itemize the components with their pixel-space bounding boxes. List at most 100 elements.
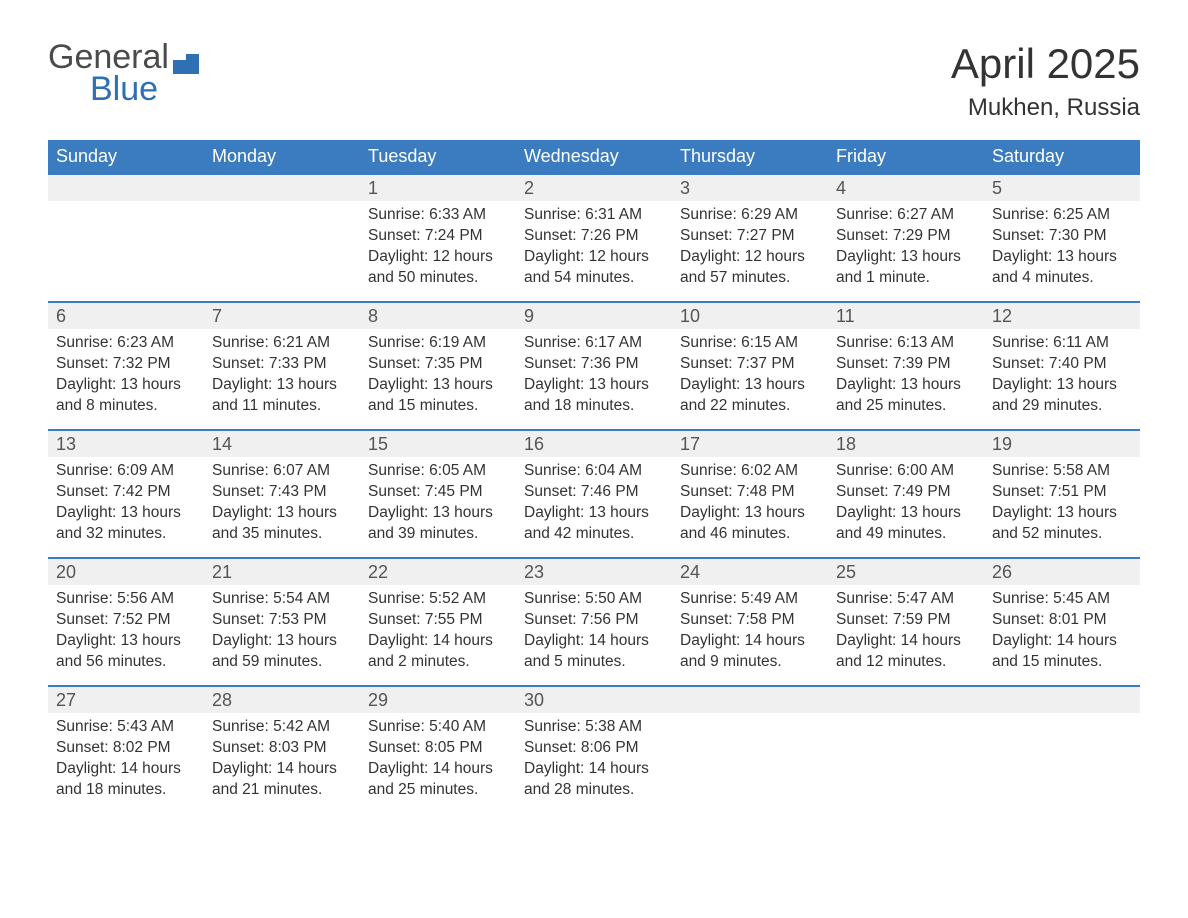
daylight-text: Daylight: 13 hours and 56 minutes. [56,631,196,673]
calendar-cell: 4Sunrise: 6:27 AMSunset: 7:29 PMDaylight… [828,174,984,302]
daylight-text: Daylight: 12 hours and 57 minutes. [680,247,820,289]
daylight-text: Daylight: 13 hours and 59 minutes. [212,631,352,673]
sunset-text: Sunset: 8:02 PM [56,738,196,759]
sunrise-text: Sunrise: 5:38 AM [524,717,664,738]
sunrise-text: Sunrise: 5:49 AM [680,589,820,610]
day-details: Sunrise: 6:17 AMSunset: 7:36 PMDaylight:… [516,329,672,425]
day-number: 4 [828,175,984,201]
day-details: Sunrise: 6:15 AMSunset: 7:37 PMDaylight:… [672,329,828,425]
day-details: Sunrise: 5:43 AMSunset: 8:02 PMDaylight:… [48,713,204,809]
sunset-text: Sunset: 7:53 PM [212,610,352,631]
sunrise-text: Sunrise: 6:33 AM [368,205,508,226]
calendar-cell: 8Sunrise: 6:19 AMSunset: 7:35 PMDaylight… [360,302,516,430]
sunrise-text: Sunrise: 6:23 AM [56,333,196,354]
calendar-cell: 26Sunrise: 5:45 AMSunset: 8:01 PMDayligh… [984,558,1140,686]
page-subtitle: Mukhen, Russia [951,94,1140,122]
day-details: Sunrise: 5:58 AMSunset: 7:51 PMDaylight:… [984,457,1140,553]
daylight-text: Daylight: 14 hours and 25 minutes. [368,759,508,801]
day-number: 12 [984,303,1140,329]
day-number: 24 [672,559,828,585]
day-number: 1 [360,175,516,201]
daylight-text: Daylight: 13 hours and 18 minutes. [524,375,664,417]
day-details: Sunrise: 5:52 AMSunset: 7:55 PMDaylight:… [360,585,516,681]
calendar-week-row: 13Sunrise: 6:09 AMSunset: 7:42 PMDayligh… [48,430,1140,558]
day-details: Sunrise: 5:45 AMSunset: 8:01 PMDaylight:… [984,585,1140,681]
day-details: Sunrise: 5:50 AMSunset: 7:56 PMDaylight:… [516,585,672,681]
sunrise-text: Sunrise: 5:58 AM [992,461,1132,482]
day-details: Sunrise: 6:23 AMSunset: 7:32 PMDaylight:… [48,329,204,425]
page-header: General Blue April 2025 Mukhen, Russia [48,40,1140,122]
day-details: Sunrise: 5:54 AMSunset: 7:53 PMDaylight:… [204,585,360,681]
daylight-text: Daylight: 14 hours and 21 minutes. [212,759,352,801]
weekday-header: Sunday [48,140,204,174]
calendar-cell: 9Sunrise: 6:17 AMSunset: 7:36 PMDaylight… [516,302,672,430]
day-number: 18 [828,431,984,457]
day-details: Sunrise: 5:56 AMSunset: 7:52 PMDaylight:… [48,585,204,681]
sunrise-text: Sunrise: 6:07 AM [212,461,352,482]
day-details: Sunrise: 6:29 AMSunset: 7:27 PMDaylight:… [672,201,828,297]
day-number: 6 [48,303,204,329]
sunset-text: Sunset: 7:46 PM [524,482,664,503]
day-number: 8 [360,303,516,329]
sunrise-text: Sunrise: 6:09 AM [56,461,196,482]
day-number: 3 [672,175,828,201]
sunset-text: Sunset: 7:33 PM [212,354,352,375]
page-title: April 2025 [951,40,1140,88]
weekday-header: Saturday [984,140,1140,174]
day-number: 29 [360,687,516,713]
daylight-text: Daylight: 14 hours and 28 minutes. [524,759,664,801]
calendar-cell: 5Sunrise: 6:25 AMSunset: 7:30 PMDaylight… [984,174,1140,302]
weekday-header: Monday [204,140,360,174]
sunrise-text: Sunrise: 6:11 AM [992,333,1132,354]
day-details: Sunrise: 6:11 AMSunset: 7:40 PMDaylight:… [984,329,1140,425]
sunset-text: Sunset: 7:27 PM [680,226,820,247]
day-number [204,175,360,201]
day-number: 11 [828,303,984,329]
calendar-cell: 20Sunrise: 5:56 AMSunset: 7:52 PMDayligh… [48,558,204,686]
daylight-text: Daylight: 13 hours and 49 minutes. [836,503,976,545]
day-number: 2 [516,175,672,201]
daylight-text: Daylight: 13 hours and 8 minutes. [56,375,196,417]
sunrise-text: Sunrise: 6:15 AM [680,333,820,354]
daylight-text: Daylight: 13 hours and 11 minutes. [212,375,352,417]
day-number: 25 [828,559,984,585]
daylight-text: Daylight: 14 hours and 9 minutes. [680,631,820,673]
day-details: Sunrise: 5:47 AMSunset: 7:59 PMDaylight:… [828,585,984,681]
calendar-cell: 27Sunrise: 5:43 AMSunset: 8:02 PMDayligh… [48,686,204,814]
calendar-cell: 3Sunrise: 6:29 AMSunset: 7:27 PMDaylight… [672,174,828,302]
calendar-cell: 23Sunrise: 5:50 AMSunset: 7:56 PMDayligh… [516,558,672,686]
daylight-text: Daylight: 13 hours and 39 minutes. [368,503,508,545]
sunset-text: Sunset: 7:39 PM [836,354,976,375]
daylight-text: Daylight: 13 hours and 1 minute. [836,247,976,289]
sunset-text: Sunset: 7:59 PM [836,610,976,631]
sunset-text: Sunset: 8:01 PM [992,610,1132,631]
sunset-text: Sunset: 7:29 PM [836,226,976,247]
calendar-week-row: 20Sunrise: 5:56 AMSunset: 7:52 PMDayligh… [48,558,1140,686]
daylight-text: Daylight: 13 hours and 52 minutes. [992,503,1132,545]
day-details: Sunrise: 6:25 AMSunset: 7:30 PMDaylight:… [984,201,1140,297]
day-number: 5 [984,175,1140,201]
sunset-text: Sunset: 7:36 PM [524,354,664,375]
day-number: 27 [48,687,204,713]
day-number: 10 [672,303,828,329]
weekday-header: Thursday [672,140,828,174]
calendar-cell: 10Sunrise: 6:15 AMSunset: 7:37 PMDayligh… [672,302,828,430]
daylight-text: Daylight: 13 hours and 4 minutes. [992,247,1132,289]
calendar-cell [204,174,360,302]
sunset-text: Sunset: 7:42 PM [56,482,196,503]
daylight-text: Daylight: 13 hours and 35 minutes. [212,503,352,545]
weekday-header: Wednesday [516,140,672,174]
day-number: 22 [360,559,516,585]
day-number [672,687,828,713]
sunrise-text: Sunrise: 6:29 AM [680,205,820,226]
daylight-text: Daylight: 14 hours and 2 minutes. [368,631,508,673]
sunrise-text: Sunrise: 5:42 AM [212,717,352,738]
calendar-cell: 14Sunrise: 6:07 AMSunset: 7:43 PMDayligh… [204,430,360,558]
sunset-text: Sunset: 7:32 PM [56,354,196,375]
weekday-header: Friday [828,140,984,174]
logo-flag-icon [173,54,199,74]
sunset-text: Sunset: 7:40 PM [992,354,1132,375]
sunset-text: Sunset: 7:24 PM [368,226,508,247]
sunrise-text: Sunrise: 6:02 AM [680,461,820,482]
day-details: Sunrise: 6:33 AMSunset: 7:24 PMDaylight:… [360,201,516,297]
